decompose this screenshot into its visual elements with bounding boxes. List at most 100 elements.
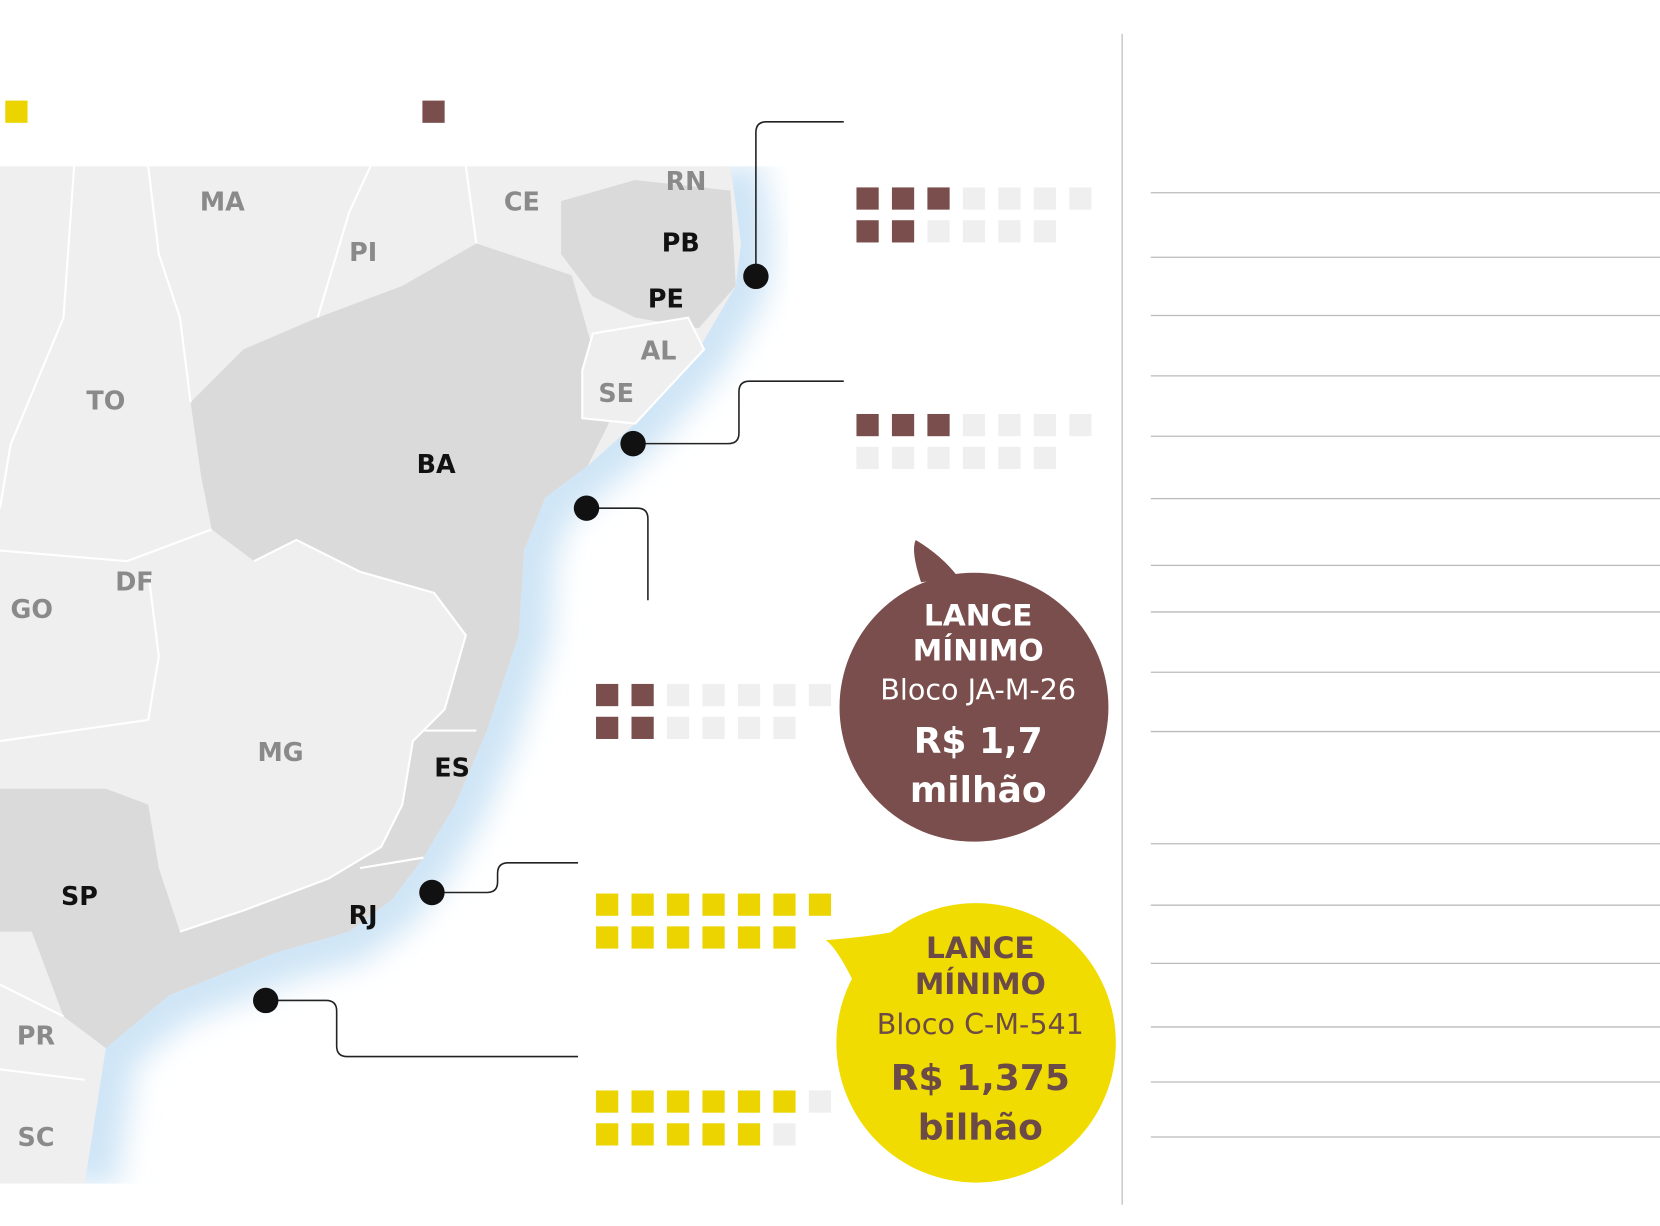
table-lines (1150, 192, 1660, 1138)
block-filled (631, 1123, 654, 1146)
block-empty (702, 683, 725, 707)
callout-amount: R$ 1,7 (914, 721, 1043, 762)
bubble (839, 572, 1109, 842)
bubble-tail (825, 931, 895, 980)
state-label: ES (434, 753, 470, 783)
block-empty (737, 716, 761, 739)
block-empty (927, 446, 950, 470)
block-empty (702, 716, 725, 739)
block-empty (773, 716, 796, 739)
state-label: RN (666, 166, 707, 196)
block-empty (1033, 220, 1057, 243)
state-label: GO (11, 594, 53, 624)
block-empty (998, 220, 1021, 243)
block-empty (737, 683, 761, 707)
block-filled (702, 926, 725, 949)
block-filled (856, 187, 879, 210)
block-empty (1033, 187, 1057, 210)
state-label: SE (598, 378, 634, 408)
block-filled (596, 926, 619, 949)
block-empty (962, 187, 986, 210)
block-filled (737, 926, 761, 949)
state-label: PR (17, 1021, 56, 1051)
state-label: AL (641, 336, 677, 366)
block-empty (808, 1090, 832, 1113)
block-filled (891, 413, 915, 437)
block-filled (596, 1090, 619, 1113)
block-filled (808, 893, 832, 916)
block-filled (666, 893, 690, 916)
block-filled (773, 1090, 796, 1113)
block-empty (856, 446, 879, 470)
block-filled (773, 893, 796, 916)
block-grids (596, 187, 1092, 1146)
leaders (265, 120, 844, 1058)
block-filled (596, 683, 619, 707)
block-empty (962, 446, 986, 470)
highlighted-states (0, 243, 609, 1049)
location-dots (253, 263, 769, 1014)
block-empty (666, 683, 690, 707)
callout-title: LANCE (926, 930, 1035, 965)
state-label: PB (662, 228, 700, 258)
callout-block: Bloco JA-M-26 (880, 672, 1076, 706)
block-filled (737, 1090, 761, 1113)
block-empty (891, 446, 915, 470)
state-label: RJ (349, 900, 378, 930)
block-filled (891, 187, 915, 210)
state-label: PE (648, 284, 684, 314)
block-empty (1033, 446, 1057, 470)
bubble-tail (913, 539, 959, 583)
block-filled (737, 1123, 761, 1146)
state-label: SP (61, 881, 98, 911)
state-label: SC (18, 1122, 55, 1152)
state-label: PI (349, 237, 377, 267)
callout-title: MÍNIMO (913, 633, 1044, 668)
legend-swatch (422, 100, 445, 123)
block-empty (1033, 413, 1057, 437)
block-filled (891, 220, 915, 243)
block-filled (702, 1090, 725, 1113)
block-empty (1069, 187, 1092, 210)
block-empty (808, 683, 832, 707)
block-filled (631, 716, 654, 739)
state-label: MG (257, 737, 303, 767)
block-filled (773, 926, 796, 949)
block-empty (962, 220, 986, 243)
highlighted-states (561, 180, 736, 329)
block-filled (596, 1123, 619, 1146)
block-filled (596, 893, 619, 916)
callout-title: MÍNIMO (915, 966, 1046, 1001)
callout-amount: R$ 1,375 (891, 1058, 1070, 1099)
block-empty (998, 187, 1021, 210)
callout-amount: milhão (910, 770, 1047, 811)
block-empty (773, 1123, 796, 1146)
block-filled (631, 893, 654, 916)
block-filled (927, 187, 950, 210)
block-filled (666, 1123, 690, 1146)
block-filled (737, 893, 761, 916)
state-label: CE (504, 186, 540, 216)
block-empty (962, 413, 986, 437)
block-empty (666, 716, 690, 739)
block-empty (773, 683, 796, 707)
state-label: MA (200, 186, 245, 216)
state-border (581, 316, 706, 425)
block-filled (702, 1123, 725, 1146)
block-filled (666, 926, 690, 949)
legend (5, 100, 445, 123)
block-filled (927, 413, 950, 437)
block-filled (666, 1090, 690, 1113)
bubble (836, 903, 1116, 1183)
block-empty (927, 220, 950, 243)
block-filled (631, 1090, 654, 1113)
callout-block: Bloco C-M-541 (877, 1007, 1084, 1041)
state-label: DF (115, 566, 153, 596)
block-filled (631, 683, 654, 707)
map (0, 166, 774, 1184)
callout-title: LANCE (924, 598, 1033, 633)
legend-swatch (5, 100, 28, 123)
